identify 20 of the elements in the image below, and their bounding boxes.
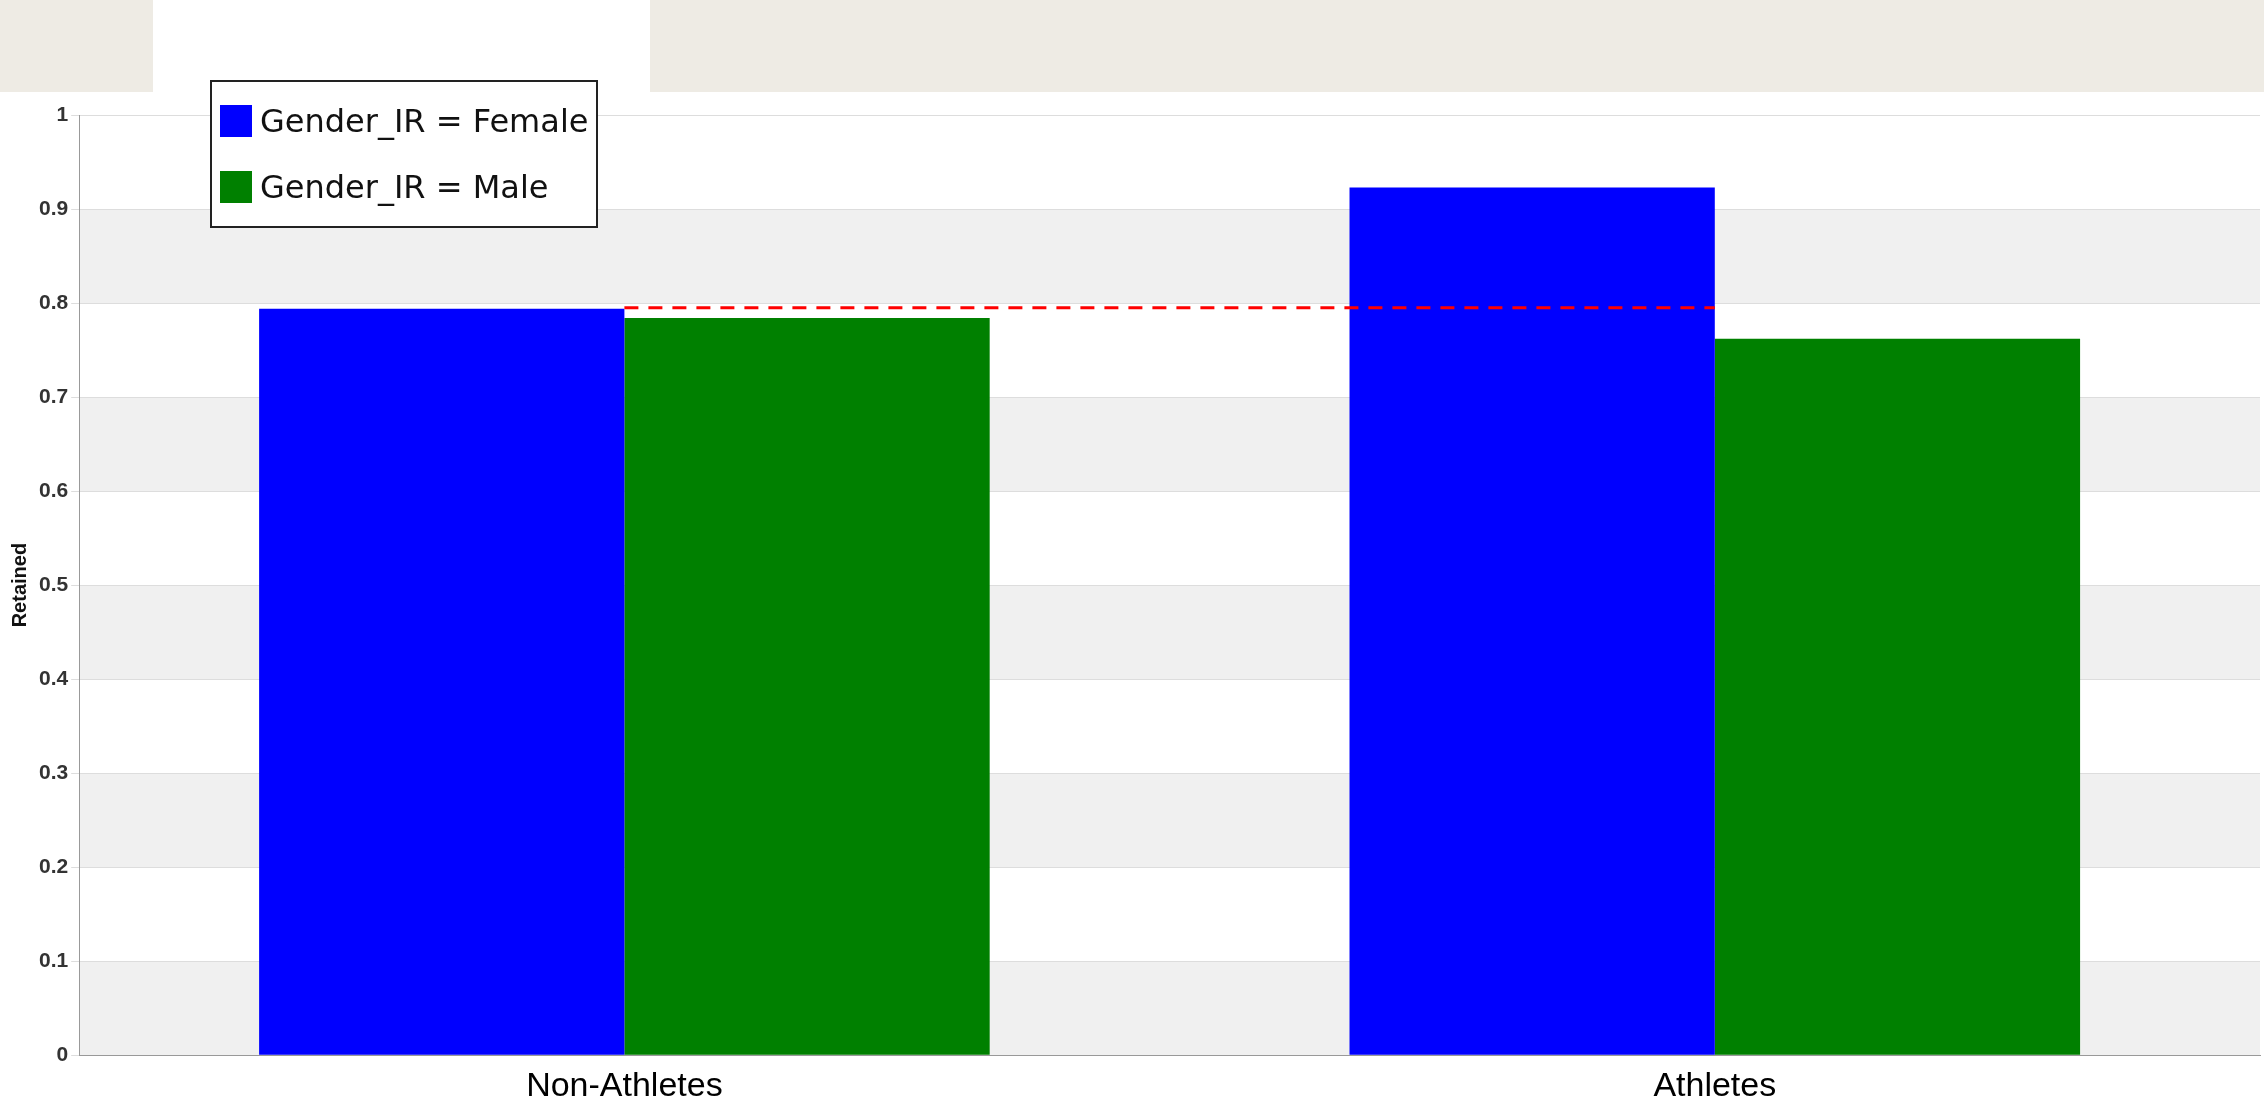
y-tick-label: 0	[56, 1042, 69, 1065]
y-axis-title: Retained	[7, 542, 30, 628]
y-tick-label: 0.9	[38, 195, 69, 219]
legend-label: Gender_IR = Male	[260, 168, 549, 206]
bar	[1714, 338, 2081, 1055]
legend-label: Gender_IR = Female	[260, 102, 589, 140]
x-tick-label: Athletes	[1653, 1064, 1777, 1103]
bar	[1349, 187, 1715, 1055]
y-tick-label: 0.3	[38, 759, 69, 783]
y-tick-label: 0.4	[38, 665, 69, 689]
x-tick-label: Non-Athletes	[526, 1064, 723, 1103]
bar	[259, 308, 625, 1055]
y-tick-label: 0.2	[38, 853, 69, 877]
y-tick-label: 0.6	[38, 477, 69, 501]
y-tick-label: 0.5	[38, 571, 69, 595]
y-tick-label: 0.1	[38, 947, 69, 971]
y-tick-label: 0.7	[38, 383, 69, 407]
y-tick-label: 1	[56, 101, 69, 125]
bar	[624, 318, 990, 1055]
y-tick-label: 0.8	[38, 289, 69, 313]
